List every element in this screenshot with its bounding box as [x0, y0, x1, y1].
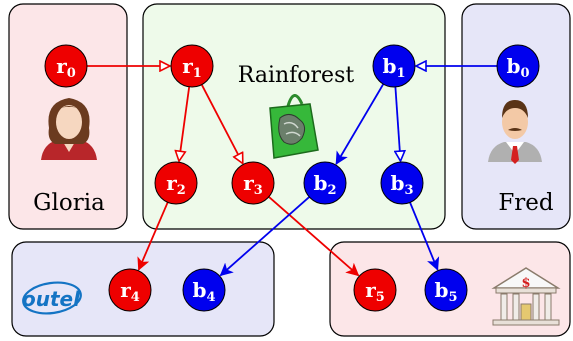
- node-r5: r5: [353, 268, 397, 312]
- fred-avatar-icon: [488, 100, 542, 164]
- rainforest-label: Rainforest: [238, 63, 355, 88]
- node-b4: b4: [182, 268, 226, 312]
- node-r4-label: r4: [120, 278, 140, 305]
- node-b2: b2: [303, 161, 347, 205]
- fred-label: Fred: [498, 190, 554, 216]
- node-b5: b5: [424, 268, 468, 312]
- edge-r3-to-r5: [268, 196, 360, 277]
- gloria-avatar-icon: [41, 98, 97, 160]
- node-b0: b0: [496, 44, 540, 88]
- node-b2-circle: [303, 161, 347, 205]
- node-r3-label: r3: [243, 171, 263, 198]
- node-b1: b1: [372, 44, 416, 88]
- edge-r2-to-r4: [137, 201, 169, 271]
- node-b4-circle: [182, 268, 226, 312]
- edge-b1-to-b3: [395, 86, 400, 161]
- bank-icon: $: [491, 267, 561, 326]
- node-r1-label: r1: [182, 54, 202, 81]
- node-r4: r4: [108, 268, 152, 312]
- node-b3-circle: [380, 161, 424, 205]
- node-r5-label: r5: [365, 278, 385, 305]
- outel-logo-text: outel: [22, 287, 81, 311]
- node-r2-circle: [154, 161, 198, 205]
- edge-r1-to-r2: [179, 86, 191, 161]
- node-r5-circle: [353, 268, 397, 312]
- node-r1: r1: [170, 44, 214, 88]
- node-r4-circle: [108, 268, 152, 312]
- edge-b3-to-b5: [409, 202, 440, 271]
- node-b5-circle: [424, 268, 468, 312]
- node-b5-label: b5: [434, 278, 457, 305]
- node-r1-circle: [170, 44, 214, 88]
- bank-dollar-sign: $: [521, 276, 530, 291]
- node-r0-circle: [44, 44, 88, 88]
- node-r2-label: r2: [166, 171, 186, 198]
- node-b0-label: b0: [506, 54, 529, 81]
- node-r0: r0: [44, 44, 88, 88]
- node-b4-label: b4: [192, 278, 215, 305]
- node-b0-circle: [496, 44, 540, 88]
- node-r0-label: r0: [56, 54, 76, 81]
- edge-r1-to-r3: [200, 84, 243, 164]
- outel-logo: outel: [22, 281, 82, 315]
- edge-b2-to-b4: [219, 196, 310, 277]
- node-b3-label: b3: [390, 171, 413, 198]
- shopping-bag-icon: [269, 94, 319, 159]
- gloria-label: Gloria: [33, 190, 105, 216]
- node-r3: r3: [231, 161, 275, 205]
- node-b2-label: b2: [313, 171, 336, 198]
- node-b1-label: b1: [382, 54, 405, 81]
- node-b1-circle: [372, 44, 416, 88]
- node-r3-circle: [231, 161, 275, 205]
- node-b3: b3: [380, 161, 424, 205]
- edge-b1-to-b2: [335, 83, 385, 165]
- node-r2: r2: [154, 161, 198, 205]
